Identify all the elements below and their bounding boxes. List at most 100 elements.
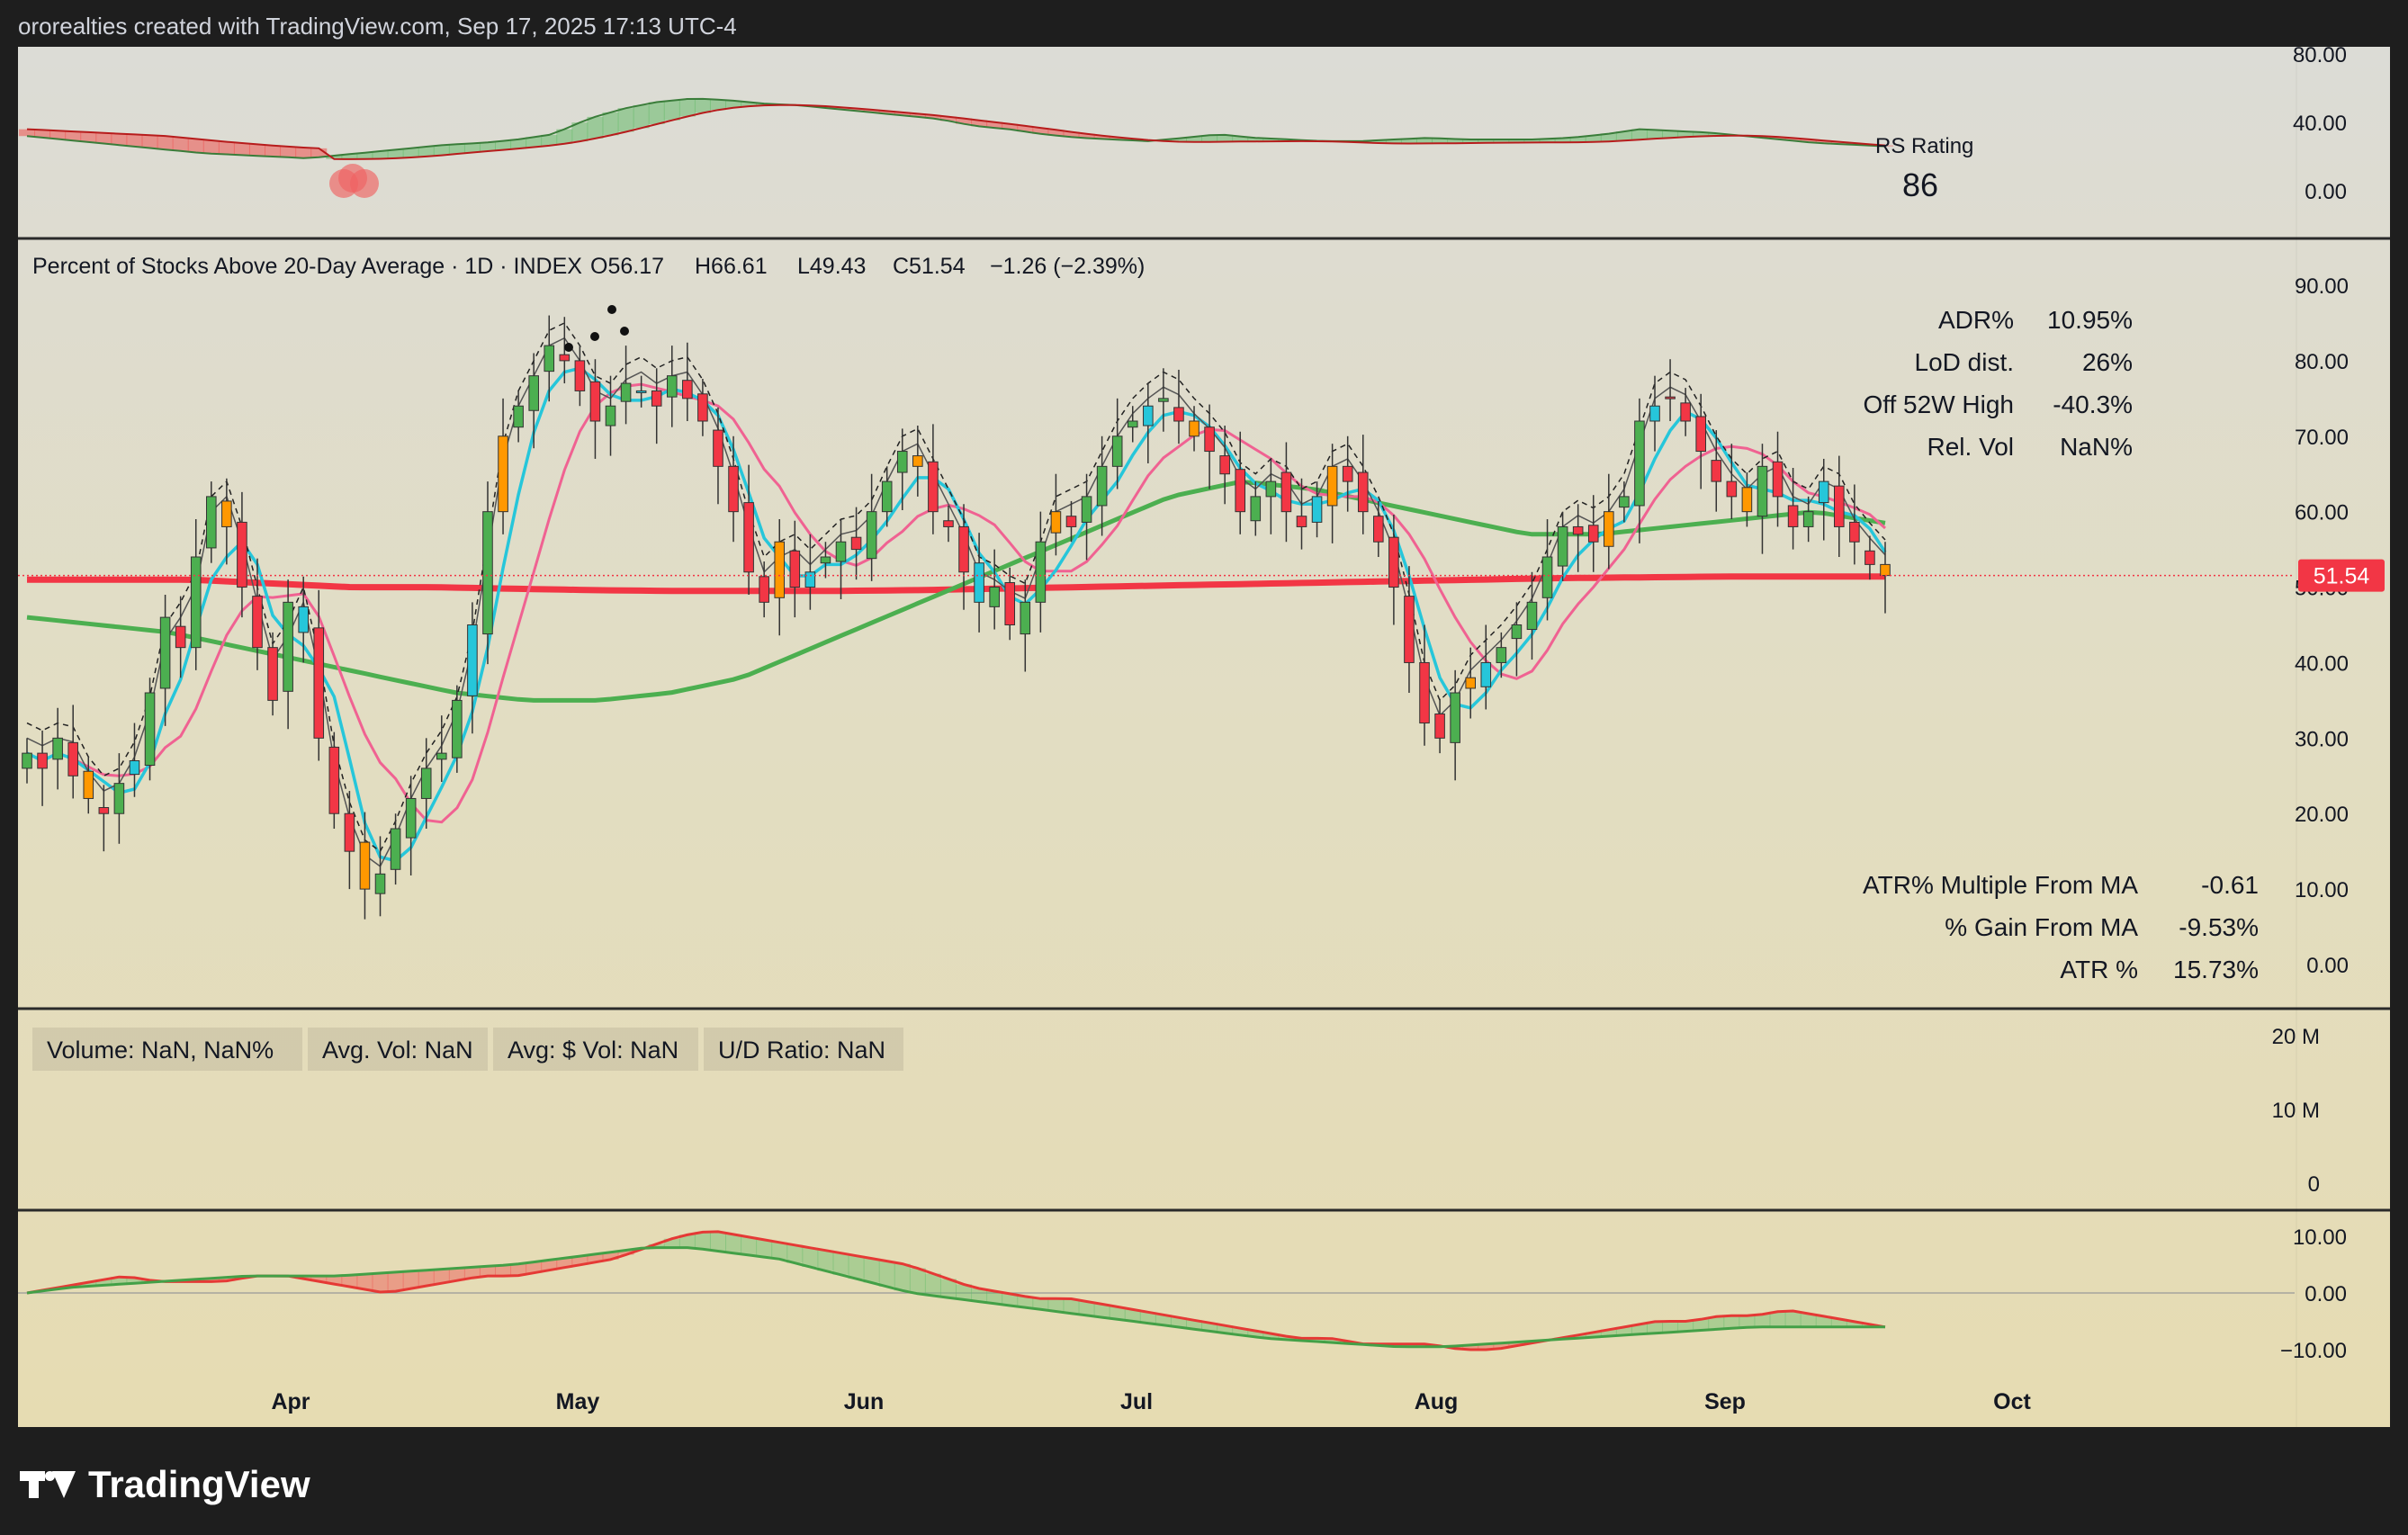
candle-body [1250, 496, 1262, 522]
candle-body [328, 746, 340, 814]
ohlc-change: −1.26 (−2.39%) [990, 254, 1145, 279]
candle-body [1081, 496, 1092, 523]
candle-body [436, 752, 447, 760]
candle-body [528, 375, 539, 411]
rs-y-tick: 80.00 [2293, 47, 2347, 67]
volume-badge-text: Avg: $ Vol: NaN [508, 1037, 678, 1064]
candle-body [513, 405, 524, 428]
tradingview-logo-icon [20, 1471, 76, 1498]
candle-body [1711, 460, 1722, 482]
chart-frame[interactable]: 90.0080.0070.0060.0050.0040.0030.0020.00… [18, 43, 2390, 1427]
candle-body [1526, 601, 1538, 631]
tradingview-logo[interactable]: TradingView [20, 1463, 310, 1506]
rs-marker [338, 164, 367, 193]
candle-body [313, 627, 325, 739]
chart-header: ororealties created with TradingView.com… [18, 13, 737, 40]
candle-body [974, 562, 984, 603]
candle-body [1849, 521, 1860, 543]
main-y-tick: 20.00 [2295, 803, 2349, 827]
candle-body [1373, 516, 1384, 543]
candle-body [896, 451, 908, 473]
candle-body [1572, 525, 1584, 535]
candle-body [559, 354, 571, 362]
rs-rating-label: RS Rating [1875, 134, 1973, 158]
candle-body [1619, 496, 1630, 508]
candle-body [83, 770, 94, 799]
candle-body [1787, 505, 1799, 527]
candle-body [1511, 624, 1523, 640]
osc-y-tick: −10.00 [2280, 1339, 2347, 1363]
candle-body [1020, 601, 1031, 635]
osc-y-tick: 0.00 [2305, 1282, 2347, 1306]
candle-body [1880, 563, 1891, 577]
candle-body [605, 405, 616, 426]
candle-body [928, 461, 939, 513]
ohlc-low: L49.43 [797, 254, 866, 279]
candle-body [420, 768, 432, 799]
candle-body [405, 797, 417, 839]
rs-ma-line [26, 103, 1886, 160]
candle-body [498, 435, 508, 513]
candle-body [144, 692, 156, 767]
candle-body [1802, 511, 1814, 527]
ohlc-high: H66.61 [695, 254, 768, 279]
candle-body [1096, 465, 1108, 507]
candle-body [113, 783, 125, 814]
candle-body [1111, 435, 1123, 467]
candle-body [1419, 661, 1430, 724]
candle-body [1388, 536, 1399, 588]
candle-body [943, 520, 954, 527]
candle-body [1741, 487, 1753, 513]
volume-badge [32, 1028, 302, 1071]
candle-body [1035, 541, 1047, 603]
candle-body [1065, 516, 1077, 527]
candle-body [620, 382, 632, 402]
stat-label: ATR % [2060, 956, 2138, 983]
stat-label: Off 52W High [1863, 390, 2014, 418]
candle-body [1757, 465, 1768, 517]
candle-body [467, 624, 478, 696]
main-y-tick: 30.00 [2295, 727, 2349, 751]
candle-body [881, 480, 893, 513]
last-price-badge [2298, 559, 2385, 592]
candle-body [1342, 465, 1353, 482]
candle-body [1665, 396, 1676, 399]
candle-body [697, 393, 708, 422]
candle-body [37, 752, 48, 769]
candle-body [1834, 485, 1845, 527]
candle-body [1158, 398, 1169, 402]
signal-dot [564, 343, 573, 352]
x-axis-label: Aug [1415, 1389, 1459, 1414]
candle-body [1496, 647, 1507, 663]
volume-badge [704, 1028, 903, 1071]
candle-body [1541, 556, 1553, 598]
candle-body [1189, 420, 1200, 437]
x-axis-label: Jun [844, 1389, 884, 1414]
candle-body [390, 828, 401, 870]
rs-y-tick: 0.00 [2305, 180, 2347, 204]
osc-line-slow [26, 1246, 1885, 1349]
stat-value: 10.95% [2047, 306, 2133, 334]
candle-body [1587, 525, 1599, 543]
candle-body [789, 550, 801, 588]
candle-body [237, 521, 247, 588]
candle-body [635, 390, 647, 393]
candle-body [804, 571, 816, 588]
candle-body [1604, 511, 1614, 547]
candle-body [359, 841, 371, 890]
candle-body [1818, 480, 1829, 504]
candle-body [190, 556, 202, 649]
volume-y-tick: 0 [2308, 1172, 2320, 1197]
main-y-tick: 10.00 [2295, 878, 2349, 902]
candle-body [1265, 480, 1277, 498]
candle-body [1434, 713, 1445, 739]
chart-title: Percent of Stocks Above 20-Day Average ·… [32, 254, 582, 279]
candle-body [774, 541, 786, 598]
main-y-tick: 90.00 [2295, 274, 2349, 299]
x-axis-label: Sep [1704, 1389, 1746, 1414]
stat-value: 15.73% [2173, 956, 2259, 983]
candle-body [743, 502, 754, 573]
volume-badge [493, 1028, 698, 1071]
candle-body [713, 429, 723, 467]
main-y-tick: 80.00 [2295, 350, 2349, 374]
